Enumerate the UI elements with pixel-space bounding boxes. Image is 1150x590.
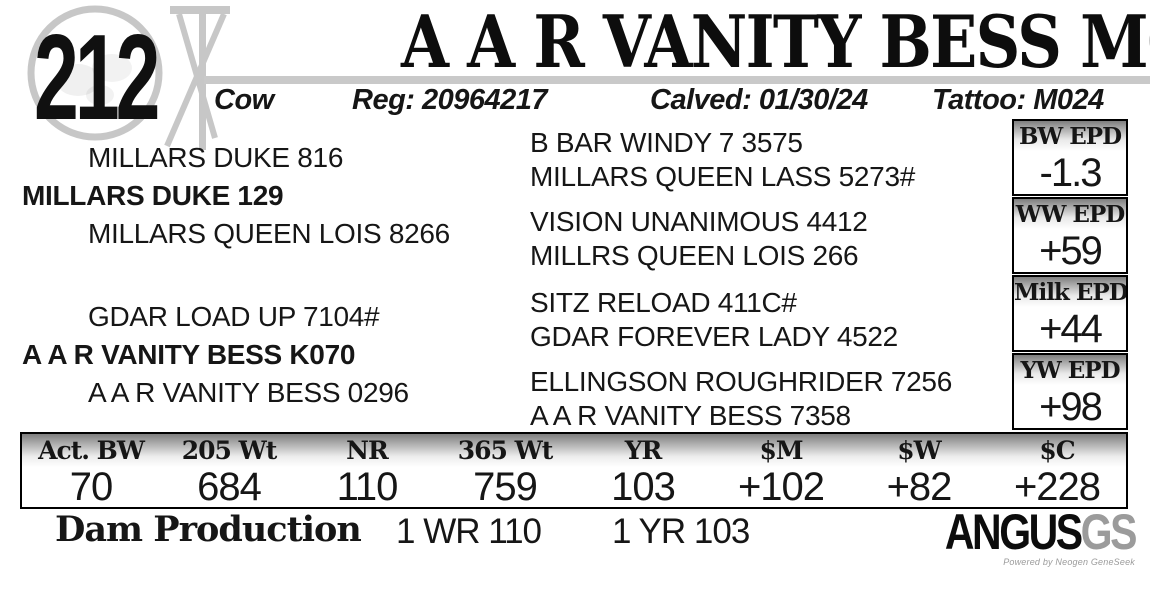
- angus-association-logo: [27, 5, 230, 150]
- cell-value: +102: [737, 465, 825, 509]
- logo-a-stem: [199, 6, 206, 150]
- cell-value: 103: [611, 465, 676, 509]
- cell-value: 70: [69, 465, 114, 509]
- performance-table-value-row: 70 684 110 759 103 +102 +82 +228: [22, 467, 1126, 507]
- angusgs-wordmark: ANGUS GS: [945, 504, 1138, 560]
- animal-name-title: A A R VANITY BESS M024: [401, 0, 1150, 84]
- calved-date: Calved: 01/30/24: [650, 84, 868, 116]
- epd-column: BW EPD -1.3 WW EPD +59 Milk EPD +44 YW E…: [1012, 119, 1128, 431]
- col-header: 365 Wt: [457, 436, 554, 465]
- pedigree-sire-of-dam: GDAR LOAD UP 7104#: [88, 301, 380, 332]
- pedigree-great-grandparent: A A R VANITY BESS 7358: [530, 400, 851, 431]
- pedigree-great-grandparent: GDAR FOREVER LADY 4522: [530, 321, 898, 352]
- epd-box-yw: YW EPD +98: [1012, 353, 1128, 430]
- col-header: YR: [624, 436, 663, 465]
- epd-label: YW EPD: [1014, 355, 1126, 385]
- col-header: NR: [346, 436, 389, 465]
- pedigree-great-grandparent: B BAR WINDY 7 3575: [530, 127, 803, 158]
- epd-box-milk: Milk EPD +44: [1012, 275, 1128, 352]
- pedigree-great-grandparent: SITZ RELOAD 411C#: [530, 287, 797, 318]
- epd-label: BW EPD: [1014, 121, 1126, 151]
- angusgs-logo: ANGUS GS Powered by Neogen GeneSeek: [945, 504, 1138, 567]
- pedigree-great-grandparent: VISION UNANIMOUS 4412: [530, 206, 868, 237]
- sex-label: Cow: [214, 84, 274, 116]
- cell-value: +82: [886, 465, 953, 509]
- angusgs-tagline: Powered by Neogen GeneSeek: [1003, 557, 1135, 567]
- pedigree-great-grandparent: MILLARS QUEEN LASS 5273#: [530, 161, 915, 192]
- epd-value: +98: [1039, 385, 1103, 429]
- angusgs-wordmark-suffix: GS: [1080, 504, 1138, 560]
- epd-label: WW EPD: [1014, 199, 1126, 229]
- epd-box-ww: WW EPD +59: [1012, 197, 1128, 274]
- epd-box-bw: BW EPD -1.3: [1012, 119, 1128, 196]
- cell-value: 110: [336, 465, 399, 509]
- pedigree-great-grandparent: ELLINGSON ROUGHRIDER 7256: [530, 366, 952, 397]
- dam-production-label: Dam Production: [55, 509, 362, 550]
- col-header: 205 Wt: [181, 436, 278, 465]
- registration-number: Reg: 20964217: [352, 84, 548, 116]
- cell-value: +228: [1013, 465, 1101, 509]
- pedigree-dam-of-dam: A A R VANITY BESS 0296: [88, 377, 409, 408]
- dam-production-record: 1 WR 110: [396, 512, 542, 551]
- performance-table: Act. BW 205 Wt NR 365 Wt YR $M $W $C 70 …: [20, 432, 1128, 509]
- pedigree-great-grandparent: MILLRS QUEEN LOIS 266: [530, 240, 859, 271]
- pedigree-dam-of-sire: MILLARS QUEEN LOIS 8266: [88, 218, 450, 249]
- logo-a-right-leg: [164, 12, 227, 148]
- tattoo-id: Tattoo: M024: [932, 84, 1104, 116]
- cell-value: 759: [473, 465, 538, 509]
- epd-value: +44: [1039, 307, 1103, 351]
- lot-number: 212: [34, 9, 160, 145]
- pedigree-dam: A A R VANITY BESS K070: [22, 339, 356, 370]
- header-divider-bar: [204, 76, 1150, 84]
- pedigree-sire-of-sire: MILLARS DUKE 816: [88, 142, 344, 173]
- logo-circle: [27, 5, 163, 141]
- col-header: $M: [759, 436, 803, 465]
- angusgs-wordmark-main: ANGUS: [944, 504, 1083, 560]
- epd-value: +59: [1039, 229, 1103, 273]
- dam-production-record: 1 YR 103: [612, 512, 750, 551]
- col-header: Act. BW: [38, 436, 145, 465]
- performance-table-header-row: Act. BW 205 Wt NR 365 Wt YR $M $W $C: [22, 434, 1126, 467]
- epd-label: Milk EPD: [1014, 277, 1126, 307]
- cell-value: 684: [197, 465, 262, 509]
- epd-value: -1.3: [1039, 151, 1103, 195]
- col-header: $W: [897, 436, 941, 465]
- col-header: $C: [1039, 436, 1075, 465]
- pedigree-sire: MILLARS DUKE 129: [22, 180, 284, 211]
